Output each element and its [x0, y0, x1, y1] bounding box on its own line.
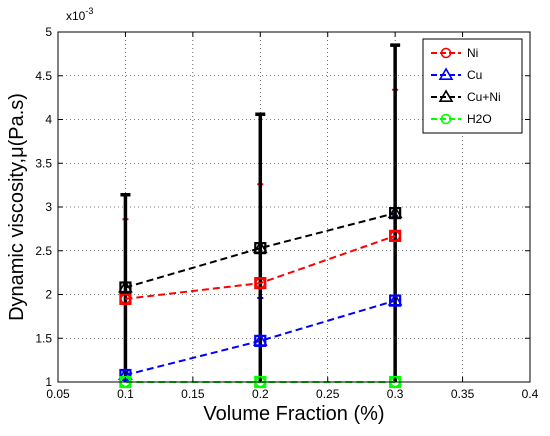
- grid: [58, 32, 530, 382]
- point-square-cu: [254, 334, 267, 347]
- point-square-ni: [119, 292, 132, 305]
- point-square-ni: [389, 229, 402, 242]
- point-square-cu-ni: [119, 281, 132, 294]
- y-tick-label: 1: [45, 375, 52, 389]
- point-square-ni: [254, 277, 267, 290]
- legend-box: [422, 38, 523, 134]
- legend-label-ni: Ni: [467, 46, 478, 60]
- legend-label-h2o: H2O: [467, 112, 492, 126]
- x-tick-label: 0.25: [316, 387, 340, 401]
- legend: Ni Cu Cu+Ni H2O: [422, 38, 523, 134]
- series-line-cu: [125, 299, 396, 376]
- series-line-cu-ni: [125, 212, 396, 289]
- y-tick-label: 2.5: [35, 244, 52, 258]
- y-tick-label: 1.5: [35, 331, 52, 345]
- y-multiplier: x10-3: [66, 6, 93, 23]
- legend-label-cu-ni: Cu+Ni: [467, 90, 501, 104]
- y-tick-label: 3.5: [35, 156, 52, 170]
- legend-marker-ni: [440, 47, 452, 59]
- y-tick-label: 4: [45, 113, 52, 127]
- x-tick-label: 0.15: [181, 387, 205, 401]
- x-tick-label: 0.05: [46, 387, 70, 401]
- y-axis-label: Dynamic viscosity,μ(Pa.s): [6, 93, 28, 321]
- y-tick-label: 2: [45, 288, 52, 302]
- point-square-cu-ni: [389, 207, 402, 220]
- legend-marker-cu-ni: [438, 89, 454, 102]
- point-square-cu-ni: [254, 242, 267, 255]
- x-tick-label: 0.4: [522, 387, 539, 401]
- legend-marker-cu: [438, 67, 454, 80]
- x-tick-label: 0.2: [252, 387, 269, 401]
- y-tick-label: 4.5: [35, 69, 52, 83]
- y-tick-label: 5: [45, 25, 52, 39]
- x-axis-label: Volume Fraction (%): [203, 403, 384, 425]
- legend-marker-h2o: [440, 113, 452, 125]
- x-tick-label: 0.3: [387, 387, 404, 401]
- x-tick-label: 0.35: [451, 387, 475, 401]
- y-tick-label: 3: [45, 200, 52, 214]
- series-line-ni: [125, 234, 396, 300]
- point-square-cu: [389, 294, 402, 307]
- x-tick-label: 0.1: [117, 387, 134, 401]
- ticks: 0.05 0.1 0.15 0.2 0.25 0.3 0.35 0.4 1 1.5 2 2.5 3 3.5…: [35, 25, 538, 401]
- legend-label-cu: Cu: [467, 68, 482, 82]
